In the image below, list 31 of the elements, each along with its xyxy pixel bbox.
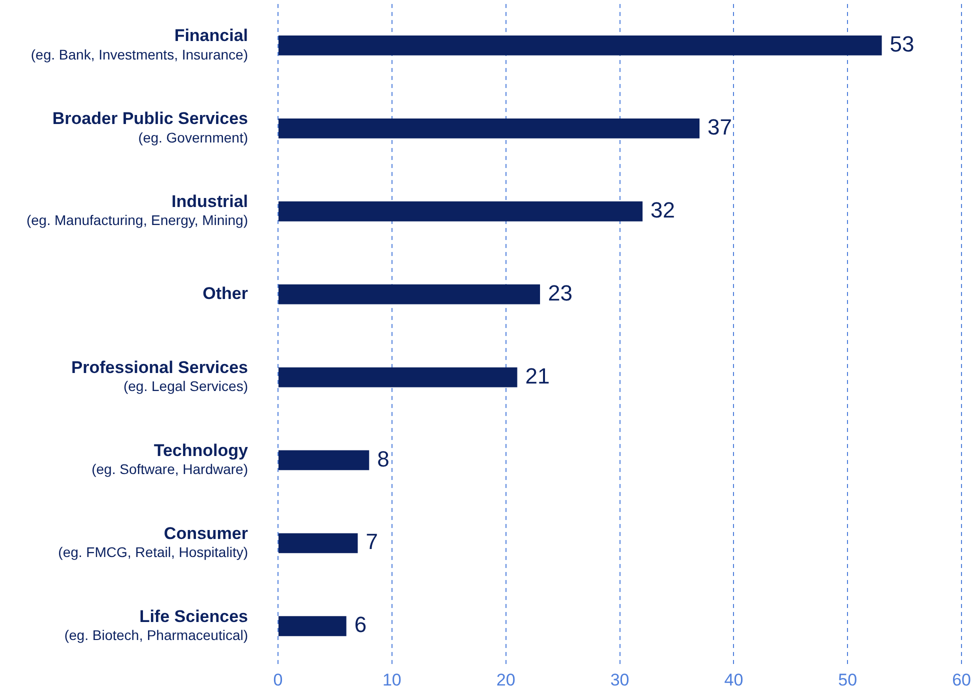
y-tick-label: Technology (eg. Software, Hardware): [92, 440, 249, 478]
x-tick-label: 0: [273, 670, 283, 690]
y-tick-label: Professional Services (eg. Legal Services): [71, 358, 248, 394]
x-tick-label: 30: [610, 670, 630, 690]
y-tick-label: Broader Public Services (eg. Government): [52, 109, 248, 146]
data-label: 37: [708, 114, 732, 140]
y-tick-label: Life Sciences (eg. Biotech, Pharmaceutical): [64, 606, 248, 643]
y-tick-label: Industrial (eg. Manufacturing, Energy, Mining): [26, 192, 248, 228]
bar: [278, 36, 882, 56]
data-label: 53: [890, 32, 914, 57]
bar: [278, 118, 700, 138]
data-label: 7: [366, 529, 378, 554]
x-tick-label: 20: [496, 670, 516, 690]
data-label: 8: [377, 446, 390, 472]
bar: [278, 450, 370, 470]
y-tick-label: Other: [202, 284, 248, 304]
bar: [278, 201, 643, 222]
x-tick-label: 10: [382, 670, 402, 690]
data-label: 6: [354, 612, 367, 638]
bar: [278, 533, 358, 554]
bar: [278, 284, 540, 304]
data-label: 32: [650, 197, 676, 222]
x-tick-label: 50: [838, 670, 858, 690]
data-label: 21: [525, 363, 550, 388]
y-tick-label: Consumer (eg. FMCG, Retail, Hospitality): [58, 524, 248, 560]
x-tick-label: 60: [952, 670, 972, 690]
data-label: 23: [548, 280, 573, 306]
bar: [278, 367, 518, 388]
y-tick-label: Financial (eg. Bank, Investments, Insurance): [30, 26, 248, 62]
bar: [278, 616, 346, 636]
x-tick-label: 40: [724, 670, 744, 690]
